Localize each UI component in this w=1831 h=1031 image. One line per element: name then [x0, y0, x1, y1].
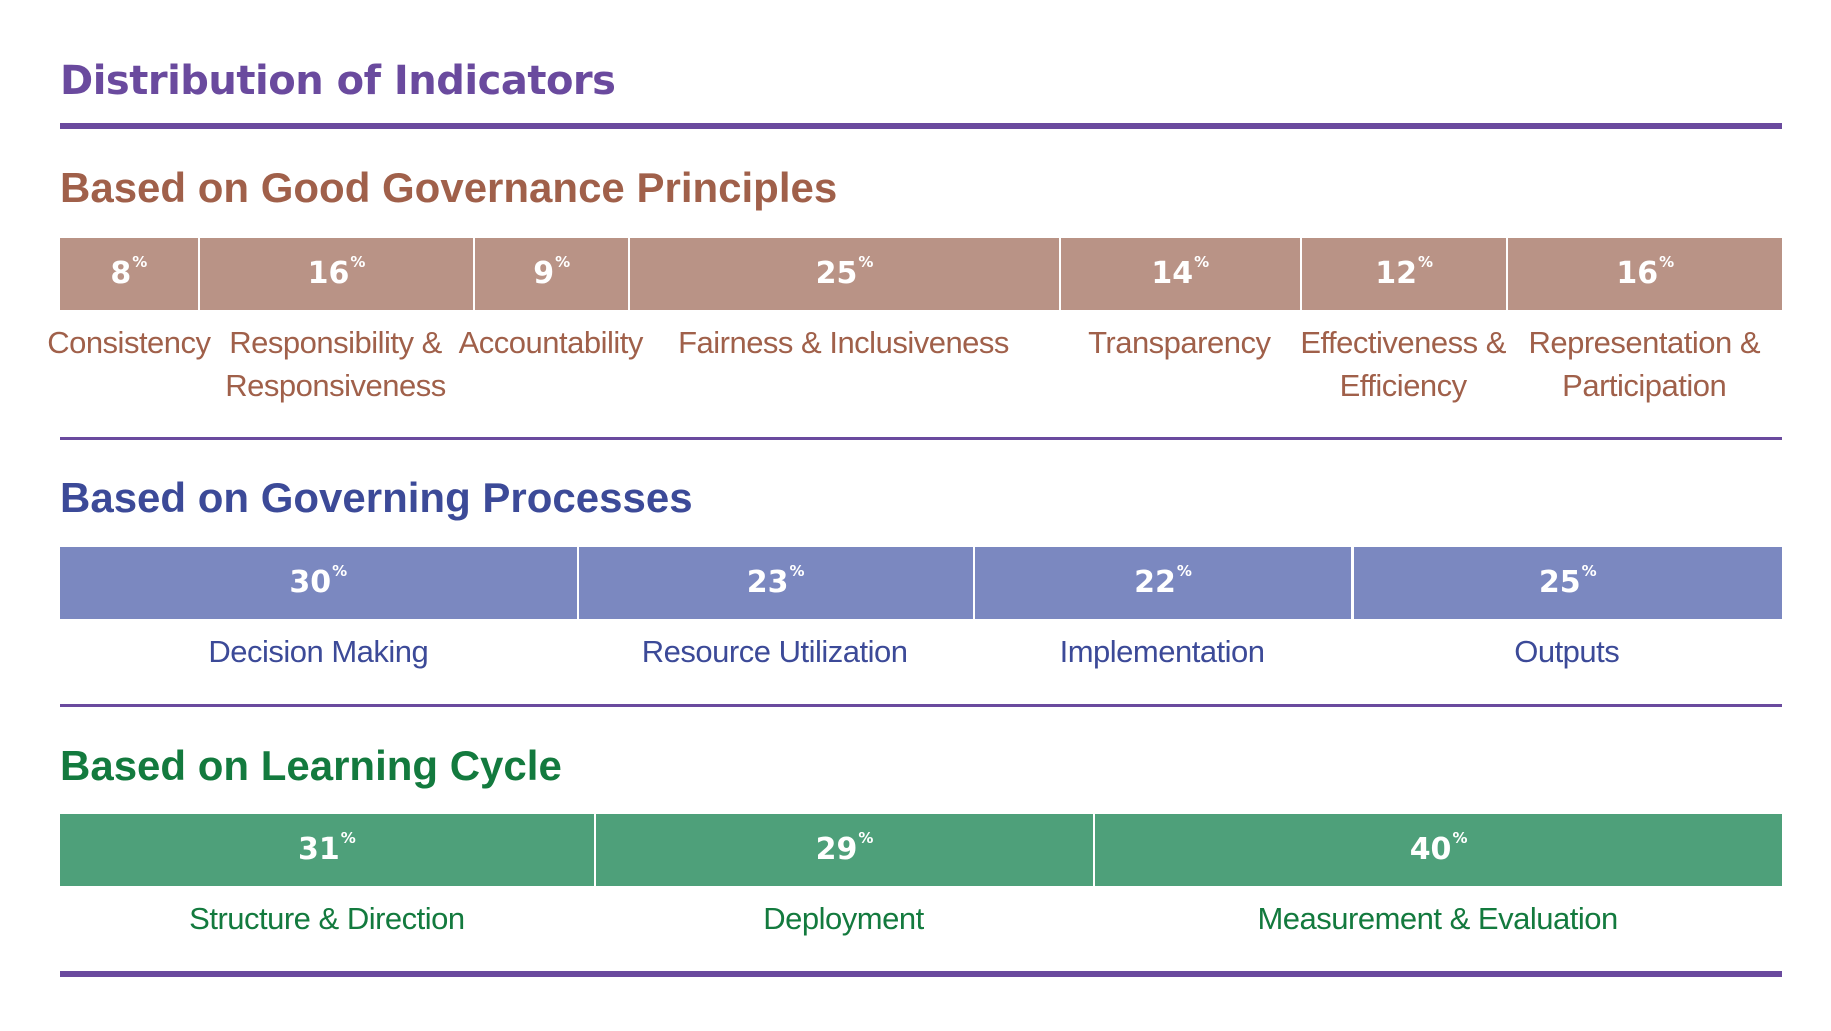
bar-segment-decision-making: 30%	[60, 547, 577, 619]
data-label-accountability: 9%	[533, 253, 571, 291]
category-label-representation-and-participation: Representation & Participation	[1528, 325, 1760, 403]
bar-segment-consistency: 8%	[60, 238, 198, 310]
category-label-effectiveness-and-efficiency: Effectiveness & Efficiency	[1300, 325, 1506, 403]
bar-segment-transparency: 14%	[1058, 238, 1300, 310]
category-labels-learning-cycle: Structure & Direction Deployment Measureme…	[60, 897, 1782, 987]
data-label-effectiveness-and-efficiency: 12%	[1375, 253, 1434, 291]
bar-segment-resource-utilization: 23%	[576, 547, 973, 619]
bar-segment-responsibility-and-responsiveness: 16%	[197, 238, 474, 310]
category-label-decision-making: Decision Making	[208, 634, 429, 669]
section-title-processes: Based on Governing Processes	[60, 474, 693, 521]
category-labels-processes: Decision Making Resource Utilization Imple…	[60, 630, 1782, 720]
bar-segment-structure-and-direction: 31%	[60, 814, 594, 886]
page-title: Distribution of Indicators	[60, 58, 616, 104]
stacked-bar-processes: 30% 23% 22% 25%	[60, 547, 1782, 619]
category-label-implementation: Implementation	[1059, 634, 1265, 669]
data-label-structure-and-direction: 31%	[298, 829, 356, 867]
bar-segment-effectiveness-and-efficiency: 12%	[1299, 238, 1507, 310]
bar-segment-representation-and-participation: 16%	[1506, 238, 1782, 310]
data-label-deployment: 29%	[815, 829, 874, 867]
data-label-decision-making: 30%	[289, 562, 348, 600]
data-label-representation-and-participation: 16%	[1616, 253, 1675, 291]
bar-segment-fairness-and-inclusiveness: 25%	[628, 238, 1059, 310]
data-label-measurement-and-evaluation: 40%	[1409, 829, 1468, 867]
bar-segment-accountability: 9%	[473, 238, 629, 310]
section-title-principles: Based on Good Governance Principles	[60, 164, 838, 211]
category-label-responsibility-and-responsiveness: Responsibility & Responsiveness	[225, 325, 446, 403]
category-label-measurement-and-evaluation: Measurement & Evaluation	[1257, 901, 1618, 936]
bottom-divider	[60, 971, 1782, 977]
section-divider	[60, 704, 1782, 707]
stacked-bar-principles: 8% 16% 9% 25% 14% 12% 16%	[60, 238, 1782, 310]
section-title-learning-cycle: Based on Learning Cycle	[60, 742, 562, 789]
bar-segment-outputs: 25%	[1351, 547, 1782, 619]
category-label-structure-and-direction: Structure & Direction	[189, 901, 465, 936]
category-label-consistency: Consistency	[47, 325, 211, 360]
category-label-fairness-and-inclusiveness: Fairness & Inclusiveness	[678, 325, 1009, 360]
stacked-bar-learning-cycle: 31% 29% 40%	[60, 814, 1782, 886]
category-label-outputs: Outputs	[1514, 634, 1620, 669]
data-label-responsibility-and-responsiveness: 16%	[307, 253, 366, 291]
category-label-resource-utilization: Resource Utilization	[641, 634, 908, 669]
data-label-fairness-and-inclusiveness: 25%	[815, 253, 874, 291]
category-labels-principles: Consistency Responsibility & Responsivene…	[47, 321, 1782, 411]
bar-segment-deployment: 29%	[593, 814, 1094, 886]
category-label-deployment: Deployment	[763, 901, 924, 936]
data-label-implementation: 22%	[1134, 562, 1192, 600]
bar-segment-implementation: 22%	[972, 547, 1352, 619]
category-label-transparency: Transparency	[1088, 325, 1271, 360]
section-divider	[60, 437, 1782, 440]
data-label-outputs: 25%	[1538, 562, 1597, 600]
title-divider	[60, 123, 1782, 129]
data-label-consistency: 8%	[110, 253, 148, 291]
data-label-resource-utilization: 23%	[746, 562, 805, 600]
data-label-transparency: 14%	[1151, 253, 1210, 291]
bar-segment-measurement-and-evaluation: 40%	[1093, 814, 1782, 886]
category-label-accountability: Accountability	[458, 325, 644, 360]
